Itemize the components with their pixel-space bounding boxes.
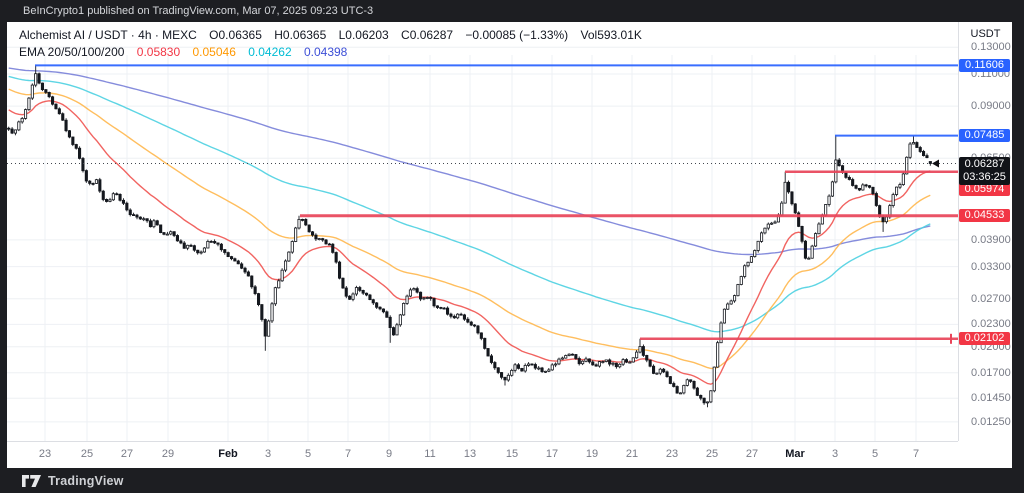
price-tick-label: 0.01250 xyxy=(971,416,1011,428)
price-tick-label: 0.01450 xyxy=(971,392,1011,404)
price-level-badge: 0.02102 xyxy=(959,332,1010,345)
time-tick-label: 19 xyxy=(585,448,599,460)
time-tick-label: 17 xyxy=(545,448,559,460)
ema-100-line[interactable] xyxy=(8,75,931,333)
time-tick-label: 15 xyxy=(505,448,519,460)
horizontal-level-lines[interactable] xyxy=(35,64,958,344)
price-level-badge: 0.04533 xyxy=(959,209,1010,222)
price-level-badge: 0.07485 xyxy=(959,129,1010,142)
tradingview-logo-text: TradingView xyxy=(48,473,124,488)
time-tick-label: 7 xyxy=(344,448,352,460)
time-tick-label: 5 xyxy=(871,448,879,460)
ema-20-line[interactable] xyxy=(8,100,931,385)
ema20-value: 0.05830 xyxy=(136,45,181,59)
tradingview-logo[interactable]: TradingView xyxy=(22,474,124,488)
ohlc-high: H0.06365 xyxy=(274,28,327,42)
ema-50-line[interactable] xyxy=(8,88,931,370)
time-tick-label: 23 xyxy=(665,448,679,460)
ema-200-line[interactable] xyxy=(8,67,931,256)
current-price-value: 0.06287 xyxy=(964,158,1005,170)
time-tick-label: 27 xyxy=(745,448,759,460)
symbol-row: Alchemist AI / USDT · 4h · MEXC O0.06365… xyxy=(19,27,651,44)
time-axis[interactable]: 23 25 27 29 Feb 3 5 7 9 11 13 15 17 19 21 23 25 27 Mar 3 5 7 xyxy=(7,441,958,468)
chart-frame: Alchemist AI / USDT · 4h · MEXC O0.06365… xyxy=(7,22,1012,468)
price-level-badge: 0.05974 xyxy=(959,183,1010,196)
chart-plot-area[interactable] xyxy=(7,22,958,441)
current-price-badge: 0.06287 03:36:25 xyxy=(959,157,1010,185)
attribution-bar: BeInCrypto1 published on TradingView.com… xyxy=(0,0,1024,22)
price-tick-label: 0.02300 xyxy=(971,318,1011,330)
price-tick-label: 0.09000 xyxy=(971,100,1011,112)
ema-legend-row: EMA 20/50/100/200 0.05830 0.05046 0.0426… xyxy=(19,44,651,61)
footer-bar: TradingView xyxy=(0,468,1024,493)
change-value: −0.00085 (−1.33%) xyxy=(465,28,569,42)
time-tick-label: 7 xyxy=(912,448,920,460)
price-level-badge: 0.11606 xyxy=(959,59,1010,72)
ema-legend-label[interactable]: EMA 20/50/100/200 xyxy=(19,45,125,59)
time-tick-label: 9 xyxy=(385,448,393,460)
attribution-text: BeInCrypto1 published on TradingView.com… xyxy=(23,5,374,17)
time-tick-label: 13 xyxy=(463,448,477,460)
price-tick-label: 0.13000 xyxy=(971,41,1011,53)
plot-svg xyxy=(7,46,958,441)
axis-currency-label: USDT xyxy=(970,28,1001,40)
last-price-marker xyxy=(932,159,939,168)
time-tick-label: 21 xyxy=(625,448,639,460)
grid-lines xyxy=(7,46,958,441)
time-tick-month-label: Feb xyxy=(218,448,238,460)
time-tick-label: 25 xyxy=(705,448,719,460)
time-tick-label: 3 xyxy=(831,448,839,460)
chart-header: Alchemist AI / USDT · 4h · MEXC O0.06365… xyxy=(19,27,651,61)
time-tick-label: 23 xyxy=(38,448,52,460)
time-tick-label: 29 xyxy=(161,448,175,460)
ema100-value: 0.04262 xyxy=(248,45,292,59)
ohlc-open: O0.06365 xyxy=(209,28,262,42)
price-axis[interactable]: USDT 0.130000.110000.090000.065000.03900… xyxy=(958,22,1012,441)
symbol-title[interactable]: Alchemist AI / USDT · 4h · MEXC xyxy=(19,28,197,42)
time-tick-month-label: Mar xyxy=(785,448,805,460)
time-tick-label: 25 xyxy=(80,448,94,460)
time-tick-label: 27 xyxy=(120,448,134,460)
price-tick-label: 0.01700 xyxy=(971,367,1011,379)
price-tick-label: 0.03300 xyxy=(971,261,1011,273)
volume-value: Vol593.01K xyxy=(580,28,642,42)
ema200-value: 0.04398 xyxy=(303,45,348,59)
time-tick-label: 5 xyxy=(304,448,312,460)
ohlc-low: L0.06203 xyxy=(338,28,389,42)
ema50-value: 0.05046 xyxy=(192,45,236,59)
time-tick-label: 3 xyxy=(264,448,272,460)
price-tick-label: 0.03900 xyxy=(971,234,1011,246)
tradingview-logo-icon xyxy=(22,474,41,487)
ohlc-close: C0.06287 xyxy=(401,28,454,42)
time-tick-label: 11 xyxy=(424,448,436,460)
candlestick-series xyxy=(7,65,932,408)
price-tick-label: 0.02700 xyxy=(971,293,1011,305)
bar-countdown-timer: 03:36:25 xyxy=(963,171,1006,183)
